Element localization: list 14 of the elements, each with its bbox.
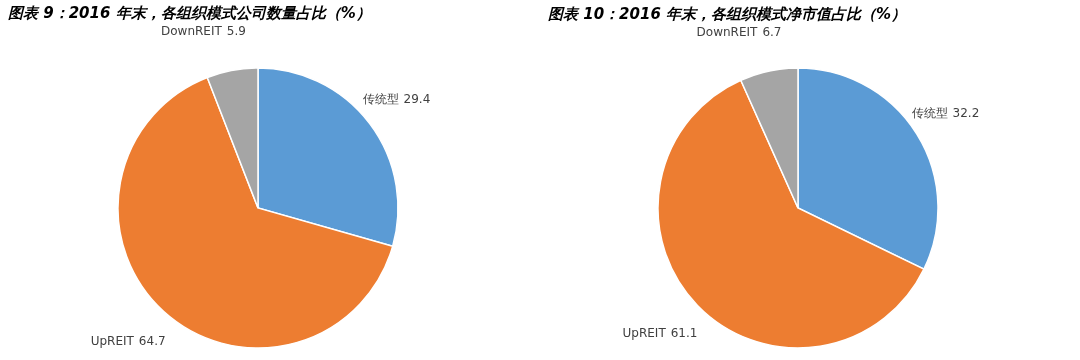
chart-title: 图表 10：2016 年末，各组织模式净市值占比（%） [548, 4, 907, 23]
chart-title: 图表 9：2016 年末，各组织模式公司数量占比（%） [8, 4, 371, 23]
data-label: 61.1 [670, 326, 698, 341]
slice-label: 传统型 [911, 105, 948, 120]
data-label: 29.4 [403, 92, 431, 107]
slice-label: UpREIT [90, 334, 135, 349]
slice-label: UpREIT [622, 326, 667, 341]
slice-label: DownREIT [161, 24, 223, 39]
data-label: 64.7 [138, 334, 166, 349]
slice-label: 传统型 [362, 92, 399, 107]
slice-label: DownREIT [696, 24, 759, 39]
data-label: 32.2 [952, 105, 980, 120]
data-label: 5.9 [226, 24, 246, 39]
data-label: 6.7 [762, 24, 782, 39]
